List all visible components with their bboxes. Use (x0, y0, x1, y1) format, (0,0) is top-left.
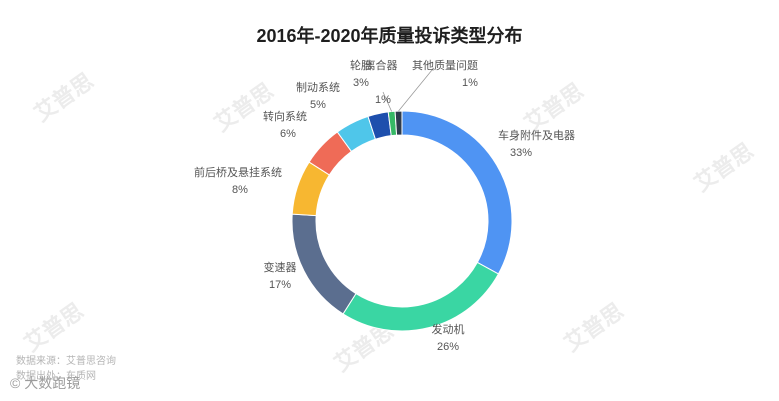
source-line: 数据来源：艾普思咨询 (16, 356, 116, 367)
slice-value-label: 3% (353, 77, 369, 89)
slice-category-label: 转向系统 (263, 109, 307, 123)
slice-category-label: 发动机 (432, 322, 465, 336)
slice-category-label: 制动系统 (296, 81, 340, 94)
slice-value-label: 26% (437, 341, 459, 353)
chart-title: 2016年-2020年质量投诉类型分布 (256, 26, 523, 46)
slice-value-label: 5% (310, 99, 326, 111)
leader-line (382, 91, 393, 112)
slice-value-label: 17% (269, 279, 291, 291)
slice-category-label: 其他质量问题 (412, 59, 478, 72)
slice-value-label: 33% (510, 147, 532, 159)
brand-mark: © 大数跑镜 (10, 375, 81, 391)
donut-slice (342, 261, 500, 332)
slice-value-label: 1% (375, 94, 391, 106)
donut-slice (291, 213, 357, 315)
slice-category-label: 变速器 (264, 260, 297, 274)
slice-value-label: 1% (462, 77, 478, 89)
slice-category-label: 车身附件及电器 (498, 128, 575, 142)
donut-slice (401, 110, 513, 275)
slice-category-label: 轮胎 (350, 58, 372, 72)
source-line: 数据出处：车质网 (16, 371, 96, 382)
leader-line (398, 69, 434, 112)
donut-slice (394, 110, 403, 136)
slice-value-label: 8% (232, 184, 248, 196)
slice-category-label: 前后桥及悬挂系统 (194, 165, 282, 179)
slice-value-label: 6% (280, 128, 296, 140)
slice-category-label: 离合器 (365, 58, 398, 72)
